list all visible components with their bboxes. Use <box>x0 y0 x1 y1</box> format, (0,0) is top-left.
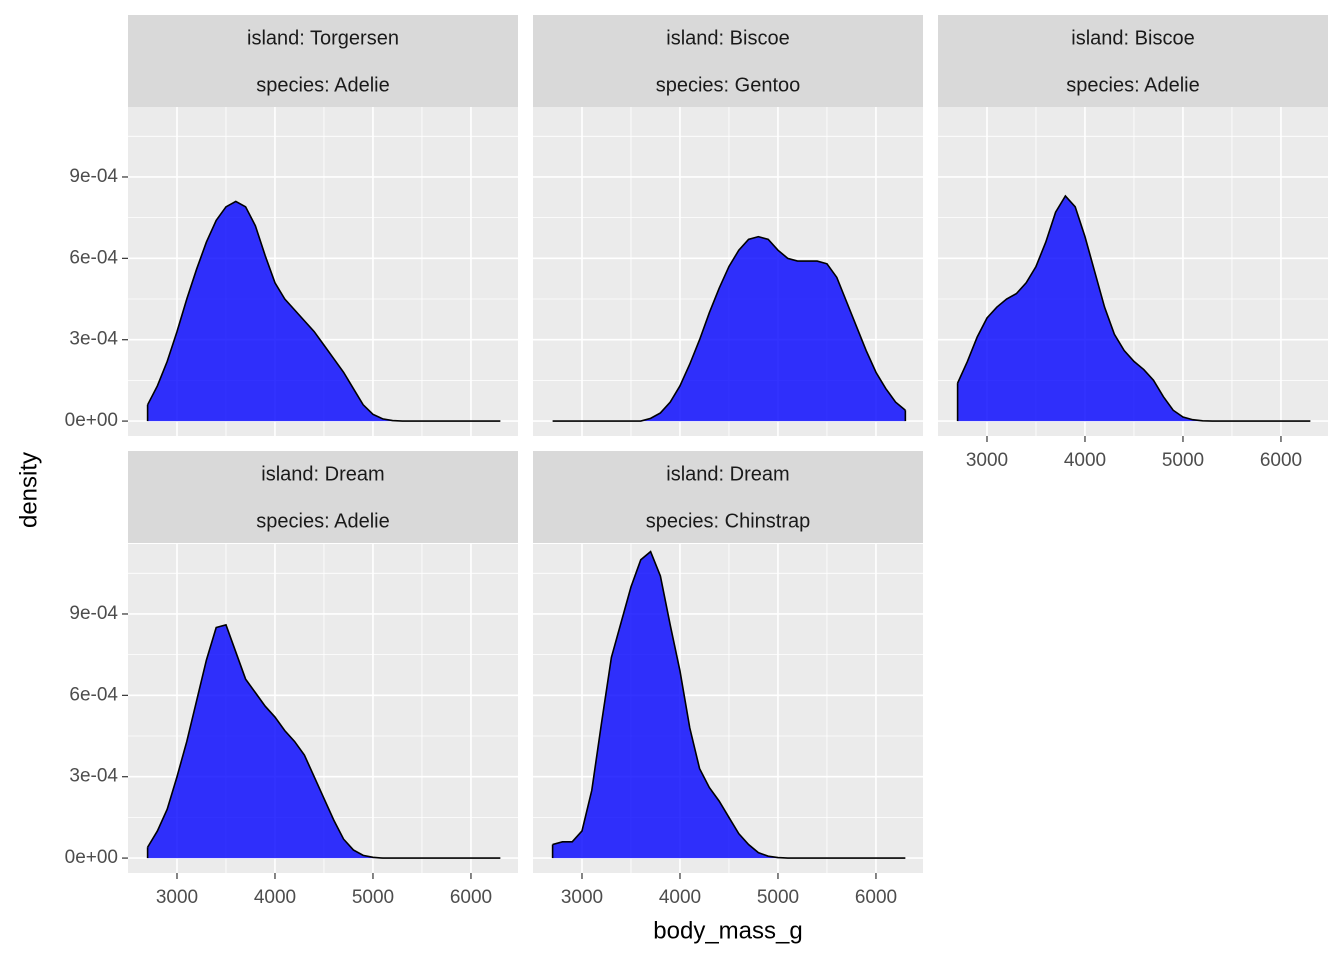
density-line <box>146 200 501 422</box>
strip-label: island: Biscoe <box>666 27 789 49</box>
y-tick-label: 6e-04 <box>69 247 118 268</box>
y-tick-label: 9e-04 <box>69 166 118 187</box>
y-tick-label: 6e-04 <box>69 684 118 705</box>
y-tick-label: 3e-04 <box>69 766 118 787</box>
strip-background <box>533 15 923 107</box>
density-area <box>147 201 501 422</box>
x-tick-label: 4000 <box>659 887 701 908</box>
y-tick-label: 0e+00 <box>65 847 118 868</box>
density-area <box>552 551 906 859</box>
x-tick-label: 3000 <box>156 887 198 908</box>
x-tick-label: 4000 <box>254 887 296 908</box>
strip-background <box>128 15 518 107</box>
density-line <box>956 194 1311 422</box>
strip-label: species: Gentoo <box>656 74 801 96</box>
y-tick-label: 9e-04 <box>69 603 118 624</box>
x-tick-label: 5000 <box>1162 450 1204 471</box>
x-tick-label: 6000 <box>855 887 897 908</box>
density-line <box>552 235 906 422</box>
x-tick-label: 5000 <box>352 887 394 908</box>
strip-label: island: Torgersen <box>247 27 399 49</box>
strip-label: species: Adelie <box>1066 74 1199 96</box>
y-tick-label: 0e+00 <box>65 410 118 431</box>
strip-label: island: Dream <box>261 463 384 485</box>
density-area <box>147 624 501 859</box>
y-tick-label: 3e-04 <box>69 329 118 350</box>
x-tick-label: 6000 <box>1260 450 1302 471</box>
x-axis-title: body_mass_g <box>653 917 802 944</box>
density-line <box>146 623 501 859</box>
density-area <box>552 236 906 422</box>
y-axis-title: density <box>15 452 42 528</box>
strip-background <box>128 451 518 543</box>
strip-label: island: Biscoe <box>1071 27 1194 49</box>
strip-label: species: Chinstrap <box>646 510 811 532</box>
strip-label: island: Dream <box>666 463 789 485</box>
strip-label: species: Adelie <box>256 74 389 96</box>
x-tick-label: 5000 <box>757 887 799 908</box>
density-area <box>957 195 1311 422</box>
x-tick-label: 3000 <box>966 450 1008 471</box>
x-tick-label: 3000 <box>561 887 603 908</box>
density-line <box>552 550 906 859</box>
strip-background <box>533 451 923 543</box>
strip-label: species: Adelie <box>256 510 389 532</box>
x-tick-label: 4000 <box>1064 450 1106 471</box>
strip-background <box>938 15 1328 107</box>
x-tick-label: 6000 <box>450 887 492 908</box>
